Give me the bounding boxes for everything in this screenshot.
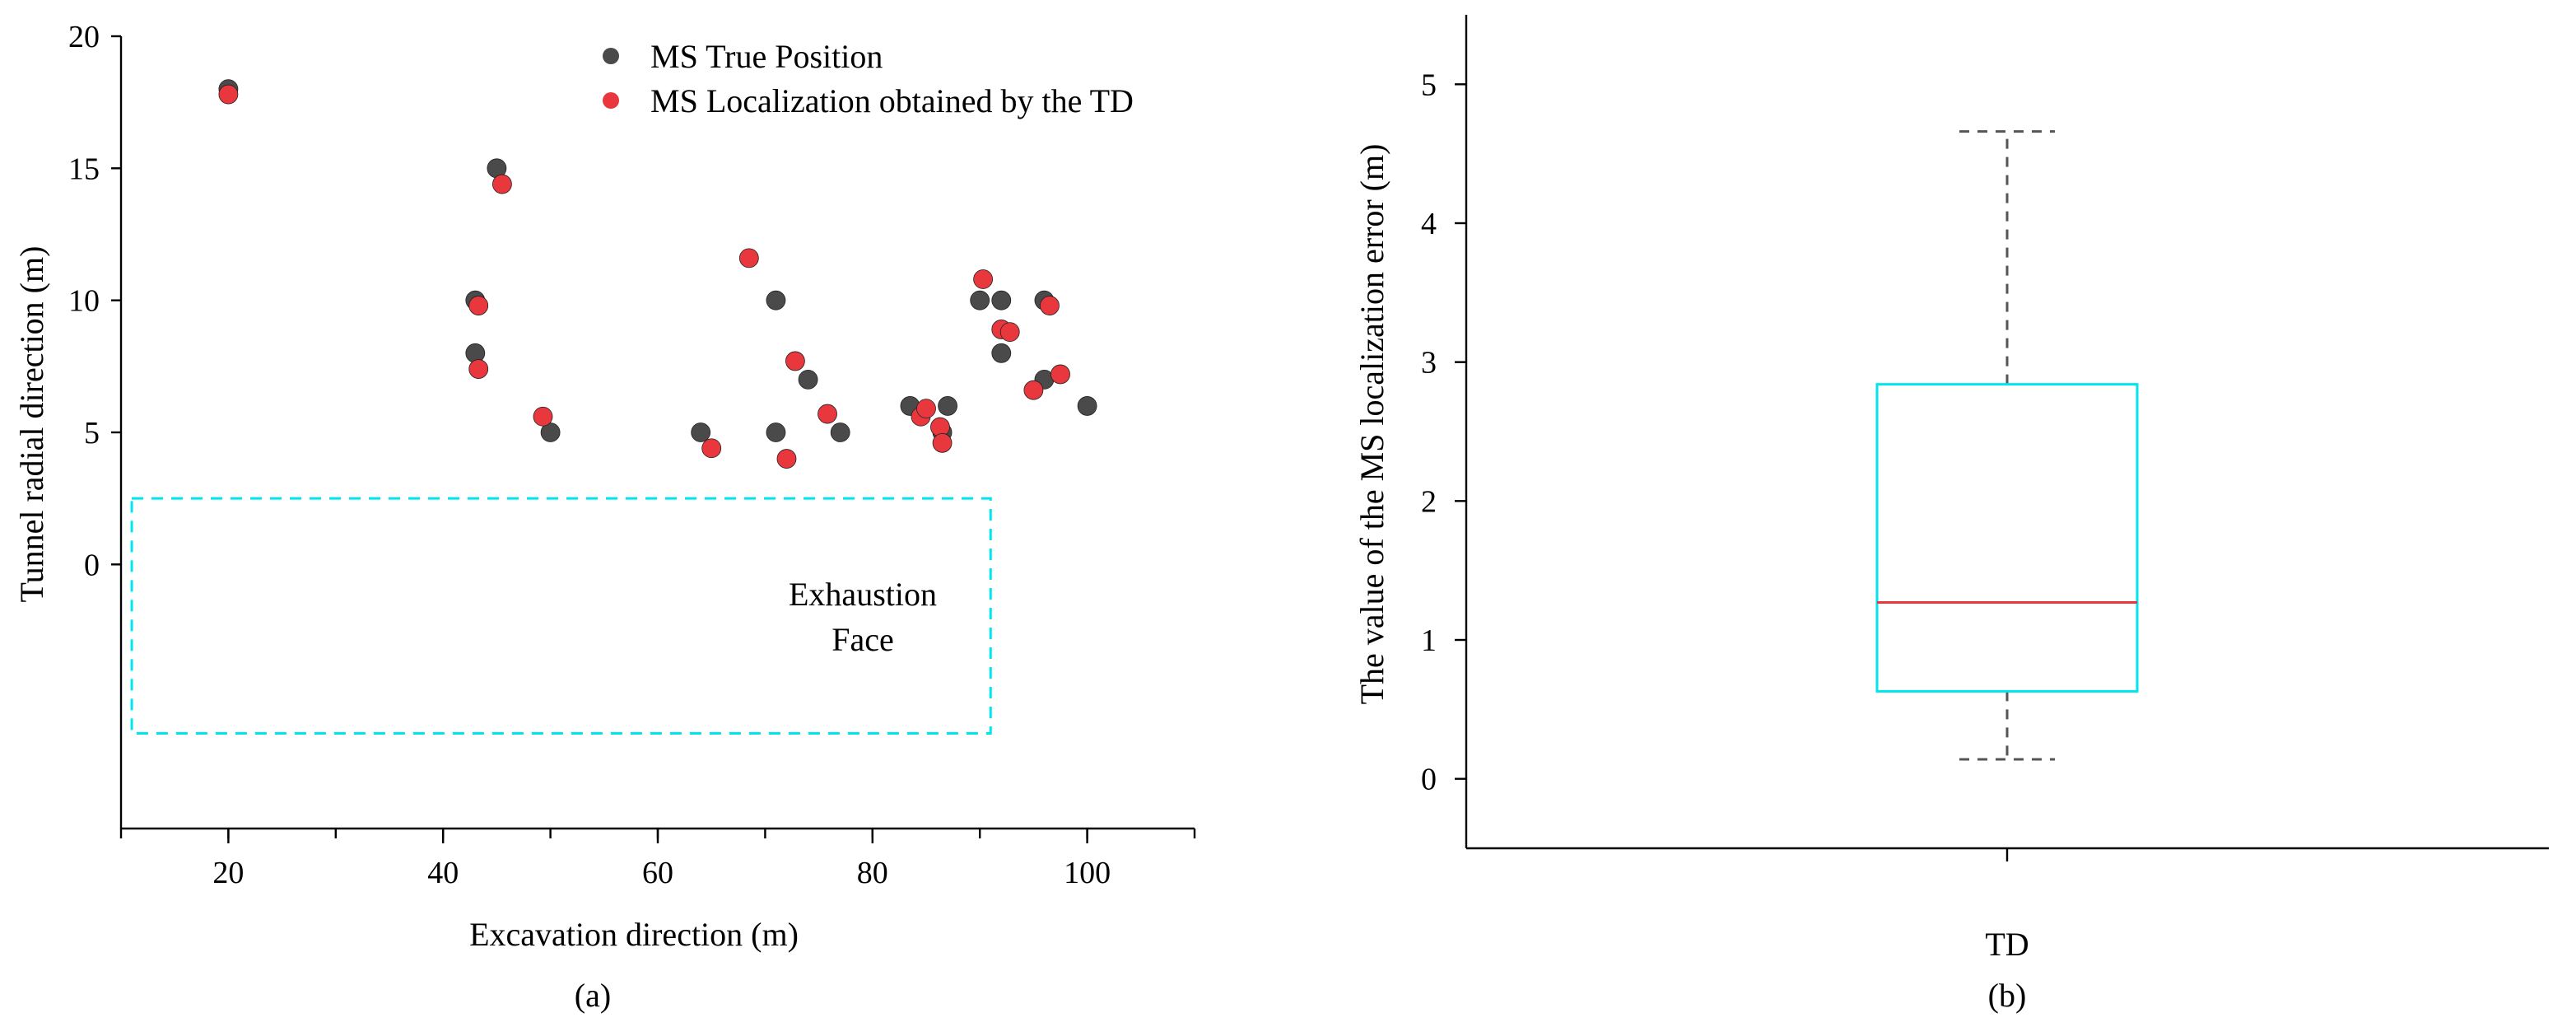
- scatter-points: [218, 79, 1097, 469]
- td-localization-point: [932, 432, 953, 453]
- td-localization-point: [468, 359, 489, 379]
- y-tick-label: 5: [84, 416, 100, 450]
- y-tick-label: 0: [84, 548, 100, 582]
- x-tick-label: 80: [857, 856, 888, 890]
- td-localization-point: [818, 404, 837, 424]
- td-localization-point: [701, 438, 722, 459]
- scatter-panel: 20 40 60 80 100 0 5 10 15 20 Exhaustion Face MS T…: [13, 20, 1196, 1014]
- td-localization-point: [468, 296, 489, 315]
- true-position-point: [938, 396, 957, 416]
- true-position-point: [991, 290, 1012, 310]
- box-plot: [1875, 130, 2139, 761]
- exhaustion-face-box: [130, 497, 992, 735]
- panel-caption-b: (b): [1988, 977, 2027, 1014]
- td-localization-point: [785, 351, 805, 371]
- y-axis-label: Tunnel radial direction (m): [13, 246, 50, 603]
- true-position-point: [691, 422, 711, 442]
- legend: MS True Position MS Localization obtaine…: [603, 38, 1134, 119]
- true-position-point: [991, 343, 1012, 363]
- td-localization-point: [218, 84, 239, 105]
- td-localization-point: [1040, 296, 1060, 315]
- axis-ticks-b: 0 1 2 3 4 5: [1421, 68, 2009, 861]
- td-localization-point: [999, 322, 1020, 343]
- y-tick-label-b: 2: [1421, 484, 1437, 519]
- true-position-point: [766, 422, 786, 442]
- td-localization-point: [1023, 380, 1044, 400]
- true-position-point: [540, 422, 561, 442]
- td-localization-point: [533, 406, 553, 427]
- y-tick-label: 10: [68, 284, 100, 319]
- true-position-point: [798, 369, 818, 390]
- category-label-td: TD: [1985, 926, 2029, 963]
- x-tick-label: 60: [642, 856, 673, 890]
- legend-label-true-position: MS True Position: [650, 38, 883, 75]
- iqr-box: [1875, 383, 2139, 693]
- exhaustion-face-label-line2: Face: [831, 621, 894, 658]
- y-axis-label-b: The value of the MS localization error (…: [1353, 144, 1390, 705]
- true-position-point: [1077, 396, 1097, 416]
- x-axis-label: Excavation direction (m): [469, 916, 799, 953]
- true-position-point: [830, 422, 850, 442]
- y-tick-label-b: 5: [1421, 68, 1437, 102]
- y-tick-label-b: 0: [1421, 763, 1437, 797]
- td-localization-point: [492, 174, 512, 194]
- true-position-point: [970, 290, 990, 310]
- td-localization-point: [973, 269, 994, 289]
- exhaustion-face-label-line1: Exhaustion: [789, 576, 937, 613]
- td-localization-point: [776, 449, 797, 469]
- x-tick-label: 20: [212, 856, 244, 890]
- td-localization-point: [1050, 364, 1070, 385]
- y-tick-label-b: 1: [1421, 623, 1437, 658]
- boxplot-panel: 0 1 2 3 4 5 TD The value of the MS localizati…: [1353, 15, 2549, 1014]
- legend-marker-td-localization: [603, 92, 619, 109]
- td-localization-point: [916, 399, 936, 419]
- y-tick-label-b: 3: [1421, 346, 1437, 380]
- y-tick-label: 20: [68, 20, 100, 54]
- legend-label-td-localization: MS Localization obtained by the TD: [650, 82, 1134, 119]
- panel-caption-a: (a): [575, 977, 611, 1014]
- x-tick-label: 100: [1064, 856, 1111, 890]
- x-tick-label: 40: [427, 856, 459, 890]
- y-tick-label-b: 4: [1421, 207, 1437, 241]
- axis-ticks: 20 40 60 80 100 0 5 10 15 20: [68, 20, 1196, 890]
- true-position-point: [766, 290, 786, 310]
- td-localization-point: [738, 248, 759, 268]
- legend-marker-true-position: [603, 48, 619, 64]
- y-tick-label: 15: [68, 152, 100, 186]
